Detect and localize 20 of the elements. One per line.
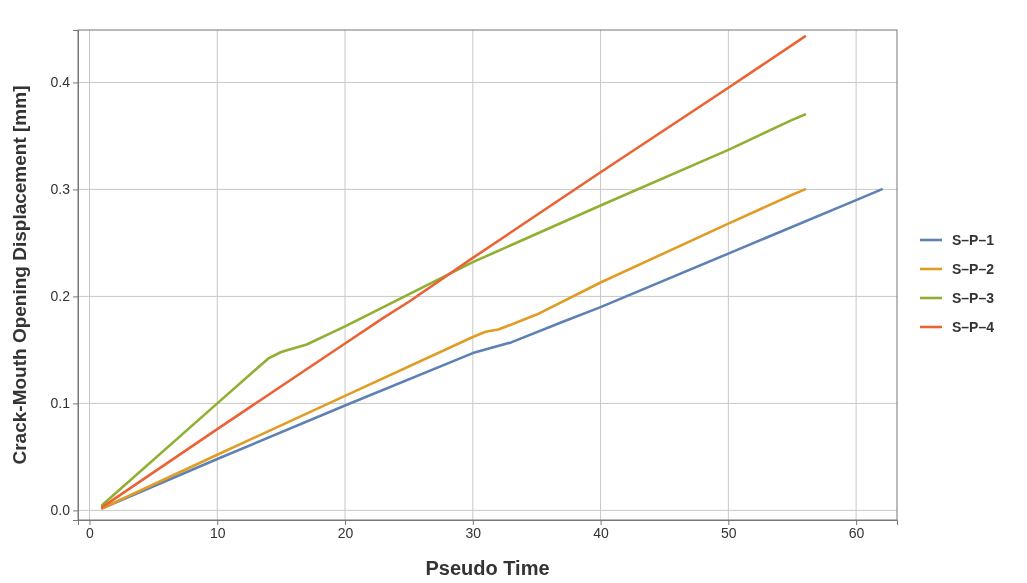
x-tick-label: 10 bbox=[209, 524, 226, 541]
x-tick-label: 50 bbox=[721, 524, 737, 541]
y-tick-label: 0.3 bbox=[50, 181, 71, 198]
x-tick-label: 20 bbox=[337, 524, 354, 541]
x-tick-label: 30 bbox=[465, 524, 482, 541]
line-series bbox=[100, 35, 807, 509]
legend-label: S–P–4 bbox=[952, 319, 995, 335]
y-tick-label: 0.0 bbox=[50, 502, 71, 519]
y-tick-label: 0.4 bbox=[50, 74, 71, 91]
x-tick-label: 0 bbox=[86, 524, 95, 541]
x-tick-label: 40 bbox=[593, 524, 610, 541]
y-tick-label: 0.2 bbox=[50, 288, 71, 305]
x-tick-label: 60 bbox=[848, 524, 865, 541]
line-series bbox=[100, 113, 807, 507]
legend-label: S–P–2 bbox=[952, 261, 995, 277]
legend-label: S–P–3 bbox=[952, 290, 995, 306]
y-axis-title: Crack-Mouth Opening Displacement [mm] bbox=[9, 85, 30, 465]
x-axis-title: Pseudo Time bbox=[425, 557, 550, 579]
legend-label: S–P–1 bbox=[952, 232, 995, 248]
y-tick-label: 0.1 bbox=[50, 395, 71, 412]
